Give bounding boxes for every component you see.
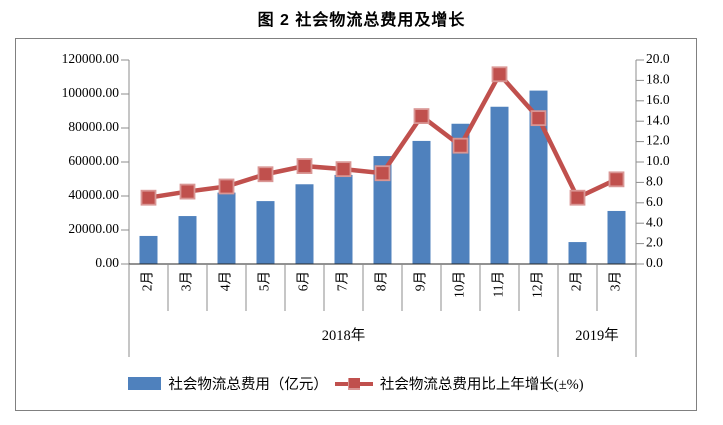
month-label: 11月 (491, 271, 506, 298)
line-marker-2月-11 (569, 189, 586, 206)
line-marker-3月-1 (179, 183, 196, 200)
month-label: 9月 (413, 271, 428, 291)
bar-2月-0 (139, 235, 158, 264)
left-axis-label: 40000.00 (68, 187, 119, 202)
bar-8月-6 (373, 156, 392, 264)
right-axis-label: 6.0 (646, 194, 663, 209)
right-axis-label: 0.0 (646, 255, 663, 270)
month-label: 12月 (530, 271, 545, 298)
bar-7月-5 (334, 174, 353, 264)
legend-bar-swatch (128, 377, 162, 390)
line-marker-2月-0 (140, 189, 157, 206)
right-axis-label: 20.0 (646, 51, 670, 66)
month-label: 3月 (179, 271, 194, 291)
right-axis-label: 2.0 (646, 235, 663, 250)
line-marker-9月-7 (413, 108, 430, 124)
left-axis-label: 80000.00 (68, 119, 119, 134)
line-marker-8月-6 (374, 165, 391, 182)
legend-line-label: 社会物流总费用比上年增长(±%) (379, 377, 584, 393)
bar-11月-9 (490, 106, 509, 264)
bar-4月-2 (217, 192, 236, 264)
year-label: 2019年 (575, 327, 619, 344)
bar-3月-12 (607, 210, 626, 264)
right-axis-label: 12.0 (646, 133, 670, 148)
bar-10月-8 (451, 123, 470, 264)
month-label: 8月 (374, 271, 389, 291)
year-label: 2018年 (322, 327, 366, 344)
right-axis-label: 14.0 (646, 112, 670, 127)
line-marker-5月-3 (257, 166, 274, 183)
bar-3月-1 (178, 216, 197, 264)
legend: 社会物流总费用（亿元） 社会物流总费用比上年增长(±%) (16, 373, 696, 394)
month-label: 3月 (608, 271, 623, 291)
line-marker-7月-5 (335, 161, 352, 178)
month-label: 5月 (257, 271, 272, 291)
bar-9月-7 (412, 140, 431, 264)
bar-12月-10 (529, 90, 548, 264)
plot-canvas: 0.00 20000.00 40000.00 60000.00 80000.00 1000… (62, 51, 670, 357)
line-marker-3月-12 (608, 171, 625, 188)
left-axis-label: 20000.00 (68, 221, 119, 236)
bar-6月-4 (295, 184, 314, 264)
right-axis-label: 16.0 (646, 92, 670, 107)
line-marker-11月-9 (491, 66, 508, 83)
chart-area: 0.00 20000.00 40000.00 60000.00 80000.00 1000… (15, 38, 697, 411)
right-axis-label: 18.0 (646, 71, 670, 86)
left-axis-label: 100000.00 (62, 85, 120, 100)
right-axis-label: 8.0 (646, 173, 663, 188)
legend-line-marker-icon (347, 377, 360, 390)
line-marker-4月-2 (218, 178, 235, 195)
left-axis-label: 0.00 (95, 255, 119, 270)
month-label: 4月 (218, 271, 233, 291)
line-marker-10月-8 (452, 137, 469, 154)
legend-line-swatch (334, 376, 373, 392)
right-axis-label: 10.0 (646, 153, 670, 168)
month-label: 10月 (452, 271, 467, 298)
month-label: 6月 (296, 271, 311, 291)
right-axis-label: 4.0 (646, 214, 663, 229)
chart-title: 图 2 社会物流总费用及增长 (257, 12, 466, 29)
month-label: 2月 (140, 271, 155, 291)
bar-5月-3 (256, 201, 275, 264)
line-marker-6月-4 (296, 158, 313, 174)
line-marker-12月-10 (530, 110, 547, 127)
month-label: 7月 (335, 271, 350, 291)
legend-bar-label: 社会物流总费用（亿元） (168, 377, 328, 393)
month-label: 2月 (569, 271, 584, 291)
left-axis-label: 120000.00 (62, 51, 120, 66)
bar-2月-11 (568, 242, 587, 264)
left-axis-label: 60000.00 (68, 153, 119, 168)
